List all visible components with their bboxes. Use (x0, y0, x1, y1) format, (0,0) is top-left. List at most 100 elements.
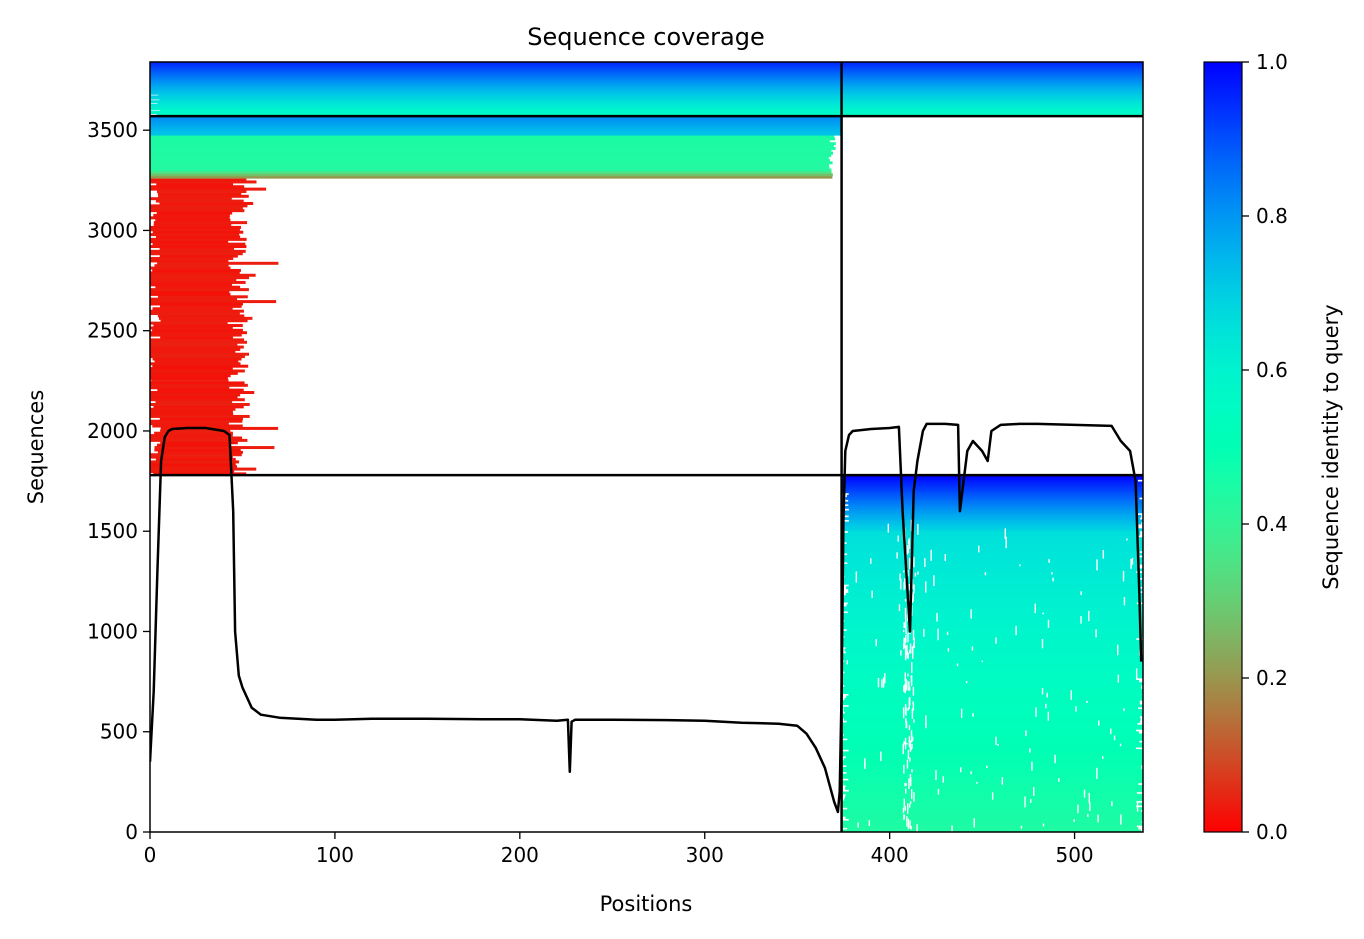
msa-gap (908, 583, 911, 591)
msa-gap (1136, 801, 1139, 812)
msa-row (841, 686, 1142, 690)
msa-row (152, 268, 241, 272)
msa-row (841, 537, 1143, 541)
msa-row (843, 597, 1143, 601)
msa-row (150, 112, 1143, 115)
msa-gap (1087, 813, 1089, 817)
msa-row (150, 419, 243, 423)
msa-gap (904, 599, 907, 602)
msa-gap (908, 778, 910, 789)
msa-row (841, 664, 1143, 668)
msa-gap (972, 713, 974, 717)
msa-row (153, 213, 230, 217)
msa-row (155, 218, 231, 222)
msa-row (841, 483, 1143, 487)
colorbar-ticks: 0.0 0.2 0.4 0.6 0.8 1.0 (1242, 50, 1288, 844)
msa-row (841, 666, 1143, 670)
msa-row (150, 74, 1143, 77)
msa-gap (909, 820, 911, 829)
msa-gap (912, 647, 914, 659)
msa-row (150, 374, 231, 378)
msa-row (150, 240, 229, 244)
msa-row (154, 448, 241, 452)
msa-row (841, 775, 1143, 779)
msa-row (158, 194, 249, 198)
msa-gap (905, 783, 907, 787)
msa-row (846, 695, 1143, 699)
msa-row (150, 130, 842, 134)
msa-gap (1111, 801, 1113, 807)
msa-gap (907, 707, 909, 711)
msa-gap (1047, 619, 1050, 628)
msa-row (841, 691, 1143, 694)
msa-row (150, 197, 232, 201)
msa-gap (911, 769, 913, 773)
msa-gap (899, 573, 901, 581)
msa-row (150, 338, 245, 342)
msa-row (159, 98, 1143, 101)
msa-gap (904, 737, 907, 750)
colorbar-label: Sequence identity to query (1319, 304, 1343, 589)
msa-row (150, 80, 1143, 83)
msa-row (841, 820, 1142, 824)
msa-row (841, 729, 1136, 732)
msa-row (848, 584, 1143, 587)
msa-row (845, 497, 1140, 500)
msa-gap (973, 818, 975, 828)
msa-row (150, 283, 232, 287)
msa-row (150, 422, 229, 426)
msa-row (150, 312, 240, 316)
msa-gap (880, 751, 882, 762)
msa-row (150, 321, 228, 325)
msa-gap (904, 782, 906, 787)
msa-gap (905, 627, 907, 635)
msa-row (845, 784, 1143, 788)
msa-gap (995, 637, 997, 644)
msa-gap (907, 569, 909, 577)
msa-gap (908, 650, 911, 654)
msa-row (841, 477, 1143, 480)
msa-row (155, 235, 241, 239)
msa-gap (912, 629, 915, 640)
msa-row (841, 572, 1143, 576)
msa-row (150, 252, 243, 256)
msa-row (152, 424, 243, 428)
msa-row (841, 626, 1143, 630)
msa-row (150, 462, 236, 466)
msa-row (150, 343, 238, 347)
colorbar-tick-label: 0.6 (1256, 358, 1288, 382)
msa-row (150, 90, 1143, 93)
msa-gap (912, 592, 914, 602)
block-dividers (150, 62, 1143, 832)
msa-gap (1046, 692, 1048, 698)
msa-row (160, 429, 231, 433)
msa-row (150, 276, 250, 280)
msa-gap (910, 826, 912, 830)
msa-gap (903, 741, 905, 745)
msa-row (152, 357, 242, 361)
msa-row (150, 438, 248, 442)
msa-gap (909, 746, 911, 749)
msa-row (848, 514, 1142, 518)
msa-row (150, 187, 267, 191)
msa-row (843, 510, 1143, 514)
msa-row (841, 662, 1143, 665)
msa-row (150, 83, 1143, 86)
msa-gap (981, 660, 983, 663)
msa-row (160, 335, 233, 339)
msa-row (150, 86, 1143, 89)
msa-row (841, 613, 1143, 616)
msa-row (156, 211, 233, 215)
msa-gap (1042, 612, 1044, 615)
msa-gap (877, 677, 880, 688)
msa-gap (911, 736, 914, 742)
msa-gap (1070, 690, 1072, 700)
msa-row (841, 617, 1143, 621)
msa-row (150, 369, 245, 373)
msa-row (846, 604, 1143, 607)
msa-gap (909, 774, 912, 783)
colorbar-tick-label: 1.0 (1256, 50, 1288, 74)
msa-gap (1120, 814, 1122, 825)
msa-row (150, 144, 834, 148)
msa-gap (908, 725, 911, 731)
